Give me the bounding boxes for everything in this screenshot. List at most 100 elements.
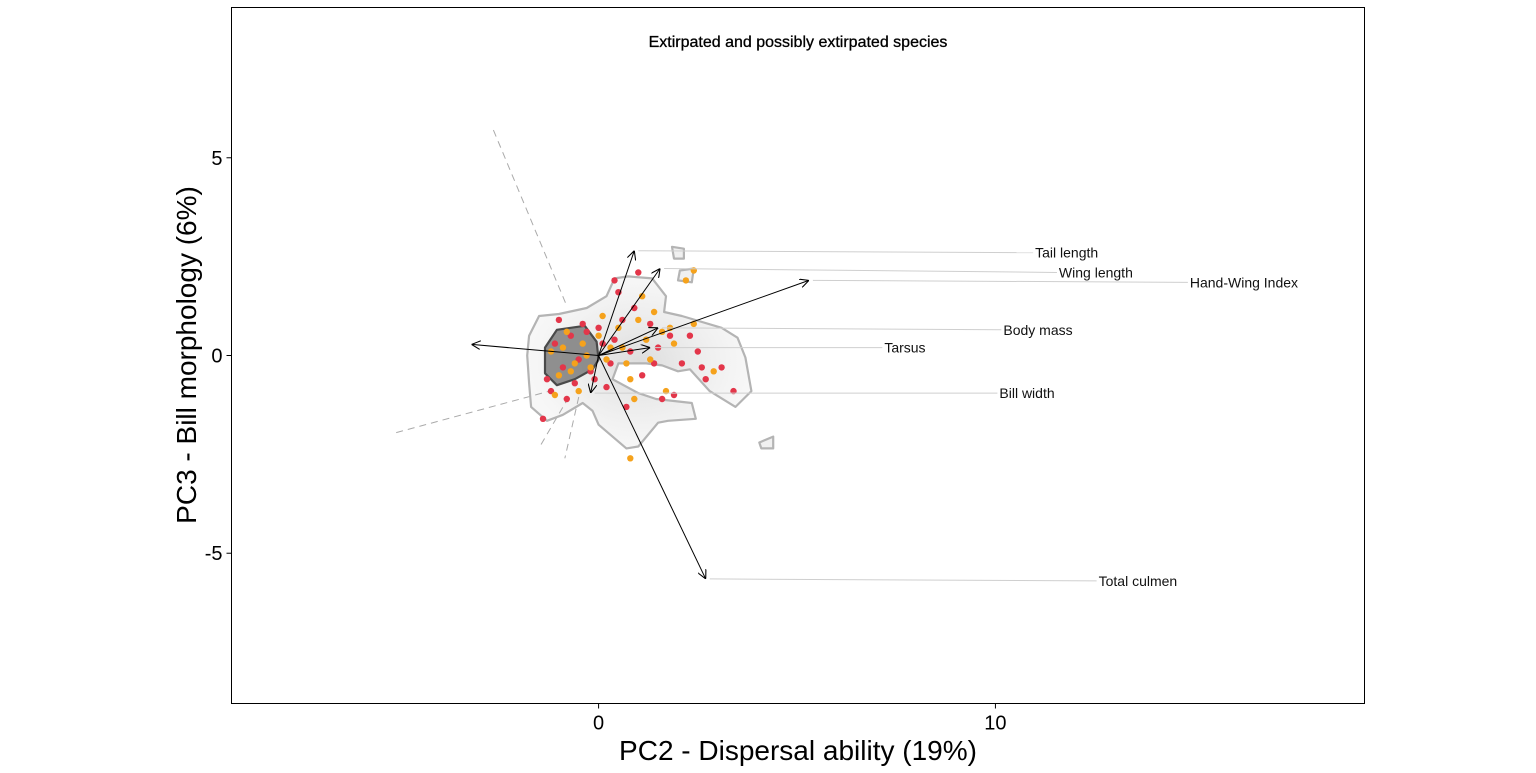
- vector-labels: Tail length Wing length Hand-Wing Index Bod…: [884, 245, 1298, 589]
- dashed-line: [492, 129, 568, 307]
- data-point: [571, 380, 578, 387]
- data-point: [627, 455, 634, 462]
- x-tick-label: 10: [984, 713, 1006, 735]
- vector-label: Total culmen: [1099, 573, 1178, 589]
- data-point: [599, 312, 606, 320]
- plot-panel: [231, 7, 1365, 704]
- data-point: [555, 316, 563, 324]
- density-fill-outer: [759, 436, 774, 449]
- data-point: [547, 387, 555, 395]
- loading-arrow: [598, 280, 809, 356]
- x-tick-label: 0: [593, 713, 604, 735]
- data-points: [539, 267, 737, 462]
- leader-line: [709, 578, 1097, 582]
- leader-line: [664, 268, 1057, 273]
- vector-label: Tarsus: [884, 340, 925, 356]
- vector-label: Wing length: [1059, 264, 1133, 280]
- data-point: [611, 277, 618, 284]
- data-point: [627, 348, 634, 355]
- x-axis-title: PC2 - Dispersal ability (19%): [619, 735, 977, 766]
- loading-arrow: [598, 355, 706, 579]
- data-point: [647, 356, 654, 363]
- data-point: [579, 340, 586, 347]
- data-point: [563, 395, 570, 403]
- loading-arrow: [598, 269, 661, 356]
- loading-arrow: [472, 344, 599, 356]
- data-point: [551, 391, 559, 399]
- data-point: [718, 364, 725, 371]
- vector-label: Bill width: [999, 385, 1054, 401]
- data-point: [583, 328, 590, 335]
- density-fill-core: [545, 325, 599, 386]
- loading-arrow: [598, 348, 651, 356]
- data-point: [647, 320, 654, 328]
- data-point: [639, 293, 646, 300]
- vector-label: Tail length: [1035, 245, 1098, 261]
- data-point: [666, 332, 674, 339]
- y-tick-label: -5: [205, 543, 223, 565]
- data-point: [682, 277, 690, 284]
- data-point: [635, 316, 642, 324]
- data-point: [539, 415, 547, 422]
- contour-inner: [543, 324, 600, 387]
- chart-title: Extirpated and possibly extirpated speci…: [649, 34, 948, 51]
- dashed-line: [564, 396, 580, 459]
- data-point: [575, 356, 582, 363]
- density-fill-outer: [678, 268, 694, 283]
- data-point: [543, 376, 551, 383]
- data-point: [587, 364, 594, 371]
- data-point: [627, 376, 634, 383]
- contour-outer: [758, 435, 775, 450]
- y-tick-label: 0: [211, 346, 222, 368]
- contour-outer: [670, 245, 685, 260]
- loading-arrow: [591, 355, 600, 394]
- data-point: [611, 336, 618, 343]
- data-point: [694, 348, 701, 355]
- data-point: [623, 403, 630, 411]
- data-point: [591, 376, 598, 383]
- data-point: [658, 395, 666, 403]
- loading-arrow: [598, 251, 635, 356]
- data-point: [686, 332, 694, 339]
- data-point: [603, 383, 610, 391]
- data-point: [690, 267, 697, 274]
- data-point: [650, 308, 658, 316]
- contour-lines: [526, 245, 775, 450]
- data-point: [698, 364, 705, 371]
- leader-line: [812, 279, 1188, 283]
- data-point: [670, 340, 678, 347]
- leader-line: [638, 250, 1034, 254]
- data-point: [595, 324, 602, 331]
- dashed-line: [540, 396, 570, 445]
- data-point: [635, 269, 642, 276]
- data-point: [607, 360, 614, 367]
- vector-label: Hand-Wing Index: [1190, 274, 1298, 290]
- data-point: [583, 352, 590, 359]
- y-tick-label: 5: [211, 148, 222, 170]
- data-point: [555, 372, 563, 379]
- vector-label: Body mass: [1003, 322, 1072, 338]
- leader-line: [662, 327, 1002, 331]
- data-point: [595, 332, 602, 339]
- data-point: [567, 332, 574, 339]
- data-point: [567, 368, 574, 375]
- vector-leader-lines: [594, 250, 1188, 582]
- data-point: [639, 372, 646, 379]
- y-axis-title: PC3 - Bill morphology (6%): [171, 186, 202, 524]
- data-point: [571, 360, 578, 367]
- data-point: [702, 376, 709, 383]
- density-fill-outer: [672, 246, 684, 259]
- data-point: [559, 344, 567, 351]
- loading-vectors: [472, 251, 809, 579]
- data-point: [579, 320, 586, 328]
- data-point: [710, 368, 717, 375]
- data-point: [678, 360, 686, 367]
- data-point: [575, 387, 582, 395]
- contour-outer: [526, 275, 753, 450]
- data-point: [619, 316, 626, 324]
- data-point: [603, 356, 610, 363]
- data-point: [551, 340, 559, 347]
- data-point: [559, 364, 567, 371]
- data-point: [650, 360, 658, 367]
